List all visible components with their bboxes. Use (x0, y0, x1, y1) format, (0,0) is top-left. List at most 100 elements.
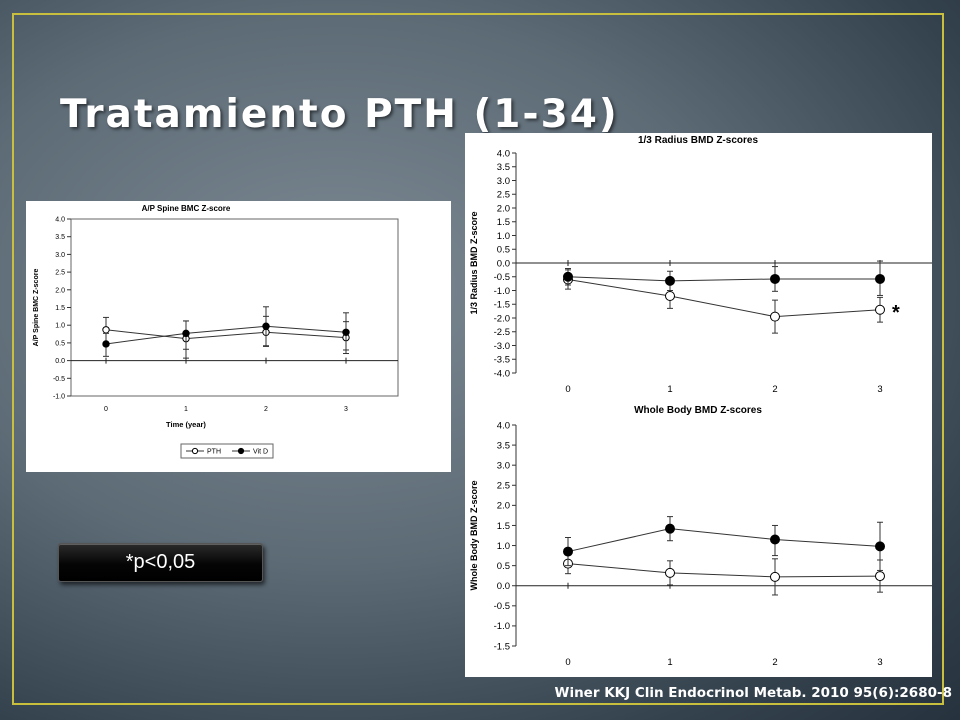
citation: Winer KKJ Clin Endocrinol Metab. 2010 95… (554, 685, 952, 701)
y-tick-label: 3.0 (55, 252, 65, 259)
y-tick-label: -0.5 (494, 272, 510, 283)
y-tick-label: 1.5 (497, 217, 510, 228)
legend-marker (191, 447, 199, 455)
y-tick-label: 1.0 (497, 541, 510, 552)
y-tick-label: -2.0 (494, 313, 510, 324)
series-line (567, 279, 881, 318)
series-line (567, 563, 881, 578)
y-tick-label: -3.0 (494, 341, 510, 352)
y-tick-label: -1.0 (494, 286, 510, 297)
chart-title: A/P Spine BMC Z-score (142, 204, 231, 213)
whole-body-bmd-chart: Whole Body BMD Z-scores Whole Body BMD Z-… (465, 403, 932, 677)
y-tick-label: -4.0 (494, 368, 510, 379)
data-point (665, 523, 675, 534)
x-tick-label: 1 (667, 657, 672, 668)
radius-bmd-chart-svg: 1/3 Radius BMD Z-scores 1/3 Radius BMD Z-… (469, 135, 932, 395)
y-tick-label: 2.5 (497, 481, 510, 492)
y-tick-label: 3.0 (497, 461, 510, 472)
pvalue-label: *p<0,05 (125, 551, 196, 573)
x-tick-label: 3 (877, 657, 882, 668)
x-axis-label: Time (year) (166, 420, 206, 429)
plot-frame (70, 218, 399, 397)
y-tick-label: 2.0 (55, 287, 65, 294)
data-point (563, 271, 573, 282)
y-tick-label: 4.0 (55, 216, 65, 223)
chart-title: Whole Body BMD Z-scores (634, 405, 762, 416)
x-tick-label: 0 (104, 406, 108, 413)
series-line (567, 528, 881, 553)
data-point (770, 273, 780, 284)
y-tick-label: -1.0 (53, 393, 65, 400)
y-tick-label: 2.0 (497, 203, 510, 214)
data-point (770, 534, 780, 545)
data-point (665, 275, 675, 286)
data-point (563, 546, 573, 557)
x-tick-label: 3 (344, 406, 348, 413)
x-tick-label: 2 (264, 406, 268, 413)
significance-asterisk: * (892, 302, 900, 324)
y-tick-label: -3.5 (494, 355, 510, 366)
spine-bmc-chart-svg: A/P Spine BMC Z-score A/P Spine BMC Z-sco… (33, 204, 399, 459)
y-tick-label: 1.5 (497, 521, 510, 532)
y-tick-label: 0.0 (497, 581, 510, 592)
legend-label: PTH (207, 449, 221, 456)
x-tick-label: 0 (565, 657, 570, 668)
x-tick-label: 1 (184, 406, 188, 413)
x-tick-label: 3 (877, 384, 882, 395)
data-point (665, 291, 675, 301)
pvalue-button[interactable]: *p<0,05 (58, 543, 263, 582)
series-line (105, 329, 347, 340)
y-tick-label: -0.5 (53, 376, 65, 383)
data-point (875, 273, 885, 284)
y-tick-label: 2.5 (497, 190, 510, 201)
data-point (875, 571, 885, 582)
y-tick-label: 3.5 (497, 162, 510, 173)
x-tick-label: 2 (772, 384, 777, 395)
y-tick-label: 2.5 (55, 270, 65, 277)
spine-bmc-chart: A/P Spine BMC Z-score A/P Spine BMC Z-sco… (26, 201, 451, 472)
data-point (875, 541, 885, 552)
series-line (567, 276, 880, 282)
whole-body-bmd-chart-svg: Whole Body BMD Z-scores Whole Body BMD Z-… (469, 405, 932, 668)
y-tick-label: 3.5 (55, 234, 65, 241)
y-tick-label: 0.0 (55, 358, 65, 365)
y-tick-label: 4.0 (497, 420, 510, 431)
y-tick-label: 3.0 (497, 176, 510, 187)
data-point (875, 304, 885, 315)
data-point (102, 326, 110, 334)
data-point (182, 329, 190, 338)
data-point (665, 567, 675, 578)
y-tick-label: -1.5 (494, 300, 510, 311)
series-line (105, 325, 347, 345)
x-tick-label: 2 (772, 657, 777, 668)
y-axis-label: 1/3 Radius BMD Z-score (469, 211, 479, 314)
y-tick-label: 1.0 (55, 323, 65, 330)
y-tick-label: 4.0 (497, 148, 510, 159)
legend-label: Vit D (253, 449, 268, 456)
y-tick-label: -2.5 (494, 327, 510, 338)
y-tick-label: 0.5 (55, 340, 65, 347)
y-tick-label: -1.5 (494, 641, 510, 652)
data-point (770, 311, 780, 322)
chart-title: 1/3 Radius BMD Z-scores (638, 135, 758, 146)
radius-bmd-chart: 1/3 Radius BMD Z-scores 1/3 Radius BMD Z-… (465, 133, 932, 403)
y-tick-label: 3.5 (497, 440, 510, 451)
y-tick-label: 0.5 (497, 561, 510, 572)
x-tick-label: 1 (667, 384, 672, 395)
x-tick-label: 0 (565, 384, 570, 395)
y-tick-label: 1.0 (497, 231, 510, 242)
y-tick-label: -1.0 (494, 621, 510, 632)
slide-title: Tratamiento PTH (1-34) (60, 92, 619, 137)
y-axis-label: A/P Spine BMC Z-score (33, 269, 40, 347)
data-point (342, 328, 350, 336)
y-axis-label: Whole Body BMD Z-score (469, 480, 479, 590)
y-tick-label: -0.5 (494, 601, 510, 612)
y-tick-label: 0.5 (497, 245, 510, 256)
y-tick-label: 1.5 (55, 305, 65, 312)
y-tick-label: 0.0 (497, 258, 510, 269)
data-point (770, 571, 780, 582)
y-tick-label: 2.0 (497, 501, 510, 512)
data-point (262, 322, 270, 330)
legend-box (180, 443, 274, 459)
data-point (102, 340, 110, 348)
